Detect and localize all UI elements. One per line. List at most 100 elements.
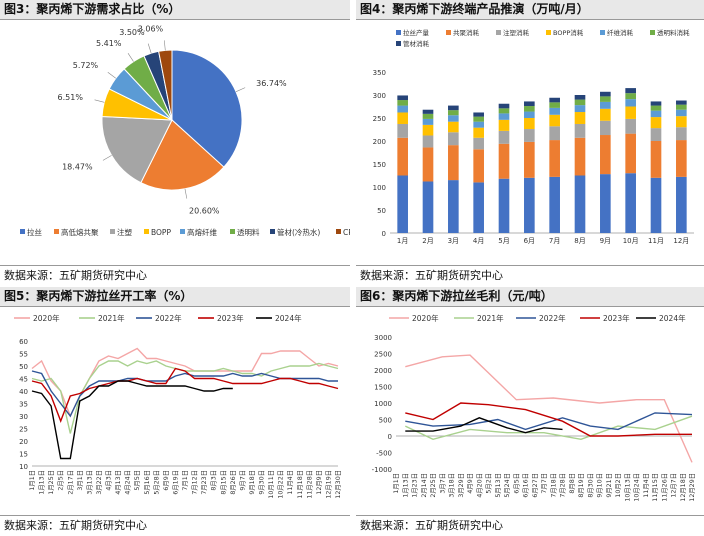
x-tick-label: 11月18日 xyxy=(296,470,304,499)
bar-segment xyxy=(524,118,535,130)
bar-segment xyxy=(448,180,459,233)
x-tick-label: 10月11日 xyxy=(267,470,275,499)
x-tick-label: 5月5日 xyxy=(133,470,141,491)
bar-segment xyxy=(473,137,484,150)
x-tick-label: 6月5日 xyxy=(512,473,520,494)
leader-line xyxy=(164,40,166,51)
legend-swatch xyxy=(496,30,501,35)
series-line xyxy=(31,380,233,460)
bar-segment xyxy=(473,182,484,233)
legend-label: 2020年 xyxy=(412,313,439,323)
leader-line xyxy=(147,43,152,54)
bar-segment xyxy=(600,101,611,109)
x-tick-label: 10月 xyxy=(623,237,639,245)
bar-segment xyxy=(473,127,484,138)
bar-segment xyxy=(549,114,560,127)
x-tick-label: 8月19日 xyxy=(577,473,585,498)
x-tick-label: 8月 xyxy=(574,237,585,245)
bar-segment xyxy=(549,97,560,103)
bar-segment xyxy=(600,96,611,102)
x-tick-label: 4月3日 xyxy=(105,470,113,491)
x-tick-label: 2月 xyxy=(422,237,433,245)
x-tick-label: 4月20日 xyxy=(475,473,483,498)
bar-segment xyxy=(549,102,560,108)
pie-value-label: 36.74% xyxy=(256,79,287,88)
leader-line xyxy=(184,188,188,199)
x-tick-label: 5月13日 xyxy=(494,473,502,498)
legend-swatch xyxy=(20,229,25,234)
bar-segment xyxy=(473,149,484,183)
bar-segment xyxy=(397,175,408,233)
x-tick-label: 12月 xyxy=(673,237,689,245)
bar-segment xyxy=(549,140,560,177)
bar-segment xyxy=(422,135,434,148)
x-tick-label: 11月4日 xyxy=(286,470,294,495)
bar-segment xyxy=(676,176,687,233)
bar-segment xyxy=(676,104,687,110)
x-tick-label: 1月 xyxy=(397,237,408,245)
x-tick-label: 4月 xyxy=(473,237,484,245)
legend-label: 共聚消耗 xyxy=(453,28,480,37)
pie-value-label: 5.41% xyxy=(96,39,122,48)
line-chart-margin: -1000 -500 0 500 1000 1500 2000 2500 3000 1月1日 1月1… xyxy=(372,313,696,502)
x-tick-label: 7月12日 xyxy=(191,470,199,495)
chart-source: 数据来源：五矿期货研究中心 xyxy=(0,265,350,286)
legend-label: 2023年 xyxy=(603,313,630,323)
y-tick-label: 1500 xyxy=(374,384,392,392)
legend-label: 2021年 xyxy=(98,313,125,323)
bar-segment xyxy=(524,111,535,118)
series-line xyxy=(31,367,339,423)
legend-label: 管材(冷热水) xyxy=(277,227,320,237)
x-tick-label: 6月19日 xyxy=(171,470,179,495)
x-tick-label: 9月18日 xyxy=(248,470,256,495)
bar-segment xyxy=(524,101,535,107)
bar-segment xyxy=(397,137,408,176)
leader-line xyxy=(127,53,134,62)
x-tick-label: 8月8日 xyxy=(568,473,576,494)
y-tick-label: 40 xyxy=(19,388,28,396)
bar-segment xyxy=(625,106,636,119)
y-tick-label: 30 xyxy=(19,413,28,421)
bar-segment xyxy=(397,112,408,124)
x-tick-label: 4月13日 xyxy=(114,470,122,495)
x-tick-label: 6月27日 xyxy=(531,473,539,498)
legend-label: 高低熔共聚 xyxy=(61,227,99,237)
chart-title: 图3：聚丙烯下游需求占比（%） xyxy=(0,0,350,20)
legend-swatch xyxy=(54,229,59,234)
pie-slice xyxy=(101,115,173,184)
x-tick-label: 8月3日 xyxy=(210,470,218,491)
pie-value-label: 3.06% xyxy=(138,24,164,33)
bar-segment xyxy=(574,137,586,176)
bar-segment xyxy=(397,123,408,138)
pie-value-label: 6.51% xyxy=(58,93,84,102)
bar-segment xyxy=(448,105,459,111)
x-tick-label: 2月17日 xyxy=(66,470,74,495)
x-tick-label: 12月19日 xyxy=(324,470,332,499)
pie-value-label: 5.72% xyxy=(73,61,99,70)
pie-chart: 36.74% 20.60% 18.47% 6.51% 5.72% 5.41% 3.50%3.… xyxy=(20,24,350,237)
legend-label: 管材消耗 xyxy=(403,39,430,48)
y-tick-label: 50 xyxy=(377,207,386,215)
legend-label: 透明料 xyxy=(237,227,260,237)
bar-segment xyxy=(524,141,535,178)
bar-segment xyxy=(650,128,662,141)
bar-segment xyxy=(397,100,408,106)
x-tick-label: 1月23日 xyxy=(411,473,419,498)
legend-swatch xyxy=(180,229,185,234)
x-tick-label: 3月29日 xyxy=(457,473,465,498)
x-tick-label: 7月23日 xyxy=(200,470,208,495)
x-tick-label: 2月14日 xyxy=(420,473,428,498)
bar-segment xyxy=(676,100,687,105)
bar-segment xyxy=(524,177,535,233)
bar-segment xyxy=(397,95,408,101)
bar-segment xyxy=(600,108,611,121)
bar-segment xyxy=(498,113,510,120)
x-tick-label: 12月29日 xyxy=(688,473,696,502)
legend-label: 2021年 xyxy=(477,313,504,323)
x-tick-label: 5月16日 xyxy=(143,470,151,495)
series-line xyxy=(405,412,693,431)
bar-segment xyxy=(549,107,560,115)
y-tick-label: 100 xyxy=(373,184,386,192)
y-tick-label: 45 xyxy=(19,376,28,384)
x-tick-label: 12月9日 xyxy=(315,470,323,495)
